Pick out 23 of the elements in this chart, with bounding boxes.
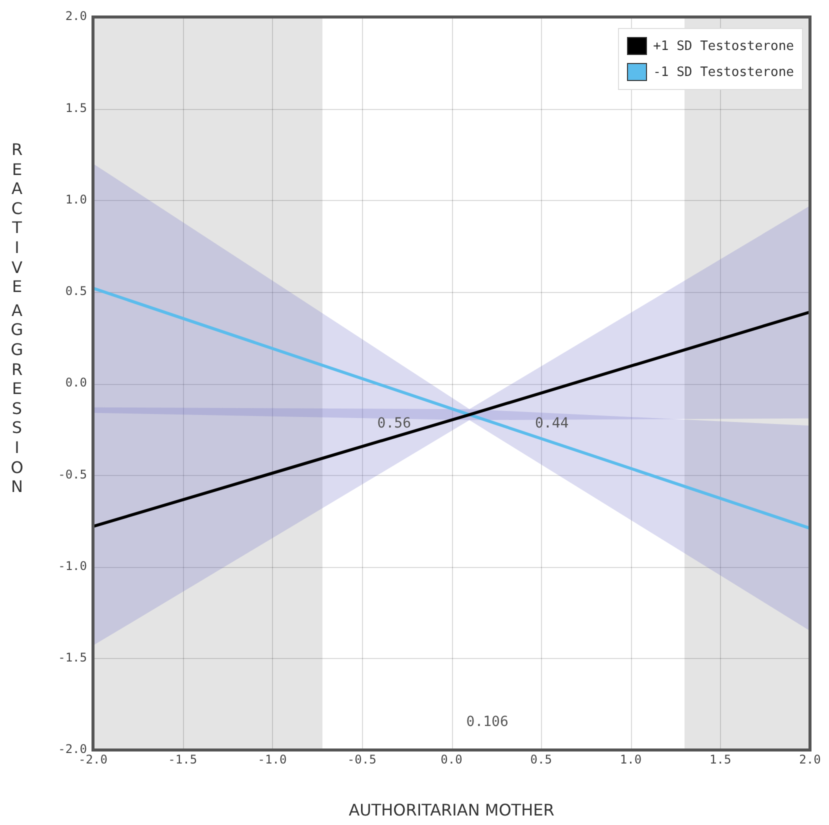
y-tick-label: 0.0 <box>65 376 87 390</box>
y-tick-label: 1.5 <box>65 100 87 115</box>
x-tick-label: 1.0 <box>620 752 642 766</box>
y-tick-label: 0.5 <box>65 284 87 298</box>
x-tick-label: -1.5 <box>168 752 198 766</box>
y-tick-label: -0.5 <box>58 467 87 482</box>
x-axis-title: AUTHORITARIAN MOTHER <box>348 800 554 820</box>
x-tick-label: 1.5 <box>710 752 732 766</box>
annotation: 0.106 <box>466 714 508 730</box>
annotation: 0.56 <box>377 415 411 432</box>
x-tick-label: -0.5 <box>347 752 376 766</box>
y-tick-label: -1.0 <box>58 558 87 573</box>
text: REACTIVE AGGRESSION <box>10 140 24 496</box>
x-tick-label: 0.0 <box>440 752 462 766</box>
x-tick-label: -1.0 <box>258 752 287 766</box>
y-tick-label: 2.0 <box>65 9 87 24</box>
annotation: 0.44 <box>535 415 569 432</box>
x-tick-label: 0.5 <box>530 752 552 766</box>
y-tick-label: -1.5 <box>58 650 87 664</box>
x-tick-label: 2.0 <box>799 752 821 766</box>
y-tick-label: 1.0 <box>65 192 87 206</box>
legend-label: +1 SD Testosterone <box>653 38 794 54</box>
legend-label: -1 SD Testosterone <box>653 64 794 80</box>
